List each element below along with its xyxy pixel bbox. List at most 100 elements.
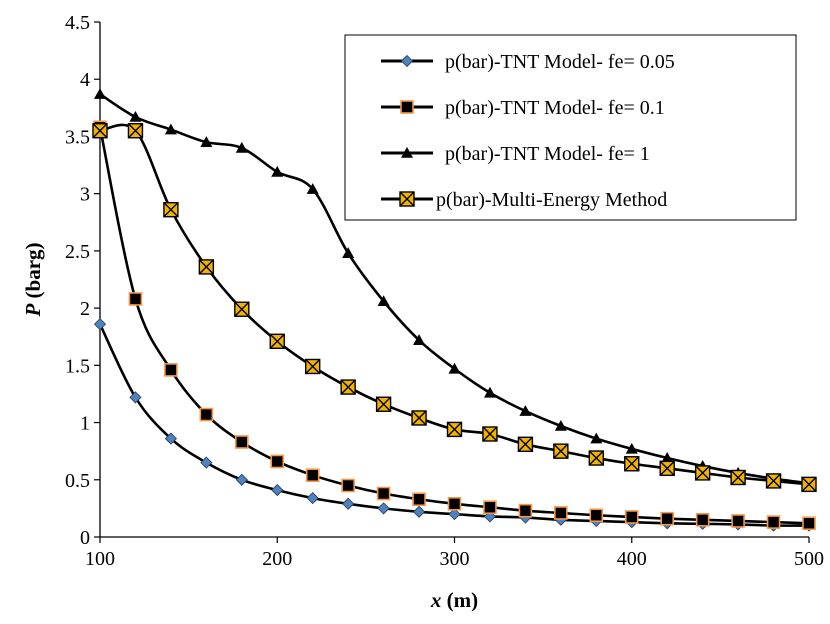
x-square-marker-cross xyxy=(659,460,675,476)
series-4 xyxy=(92,123,817,493)
y-axis-variable: P xyxy=(21,304,45,318)
x-tick-label: 200 xyxy=(262,548,292,570)
x-square-marker-cross xyxy=(482,426,498,442)
diamond-marker xyxy=(235,473,248,486)
x-axis-unit: (m) xyxy=(441,588,478,612)
legend-label: p(bar)-TNT Model- fe= 0.05 xyxy=(445,51,675,73)
x-square-marker-cross xyxy=(624,456,640,472)
diamond-marker xyxy=(306,492,319,505)
series-line xyxy=(98,127,810,525)
triangle-marker xyxy=(661,452,674,463)
triangle-marker xyxy=(377,295,390,307)
square-marker xyxy=(199,407,214,422)
legend-box xyxy=(344,34,797,221)
square-marker xyxy=(164,363,178,377)
series-group xyxy=(92,88,817,532)
diamond-marker xyxy=(164,432,177,445)
triangle-marker xyxy=(94,88,106,99)
y-tick-label: 1 xyxy=(80,413,90,435)
x-square-marker-cross xyxy=(695,465,711,481)
legend-item: p(bar)-Multi-Energy Method xyxy=(381,189,667,211)
y-tick-label: 4 xyxy=(80,69,90,91)
diamond-marker xyxy=(342,497,355,510)
square-marker xyxy=(518,503,533,518)
x-square-marker-cross xyxy=(198,259,214,275)
triangle-marker xyxy=(448,362,461,374)
y-tick-label: 4.5 xyxy=(65,12,90,34)
triangle-marker xyxy=(519,405,532,416)
square-marker xyxy=(128,292,143,306)
triangle-marker xyxy=(271,165,284,177)
y-tick-label: 1.5 xyxy=(65,355,90,377)
x-square-marker-cross xyxy=(340,379,356,395)
diamond-marker xyxy=(200,456,213,469)
legend-label: p(bar)-Multi-Energy Method xyxy=(436,189,667,211)
square-marker xyxy=(483,500,497,515)
x-tick-label: 300 xyxy=(440,548,470,570)
x-square-marker-cross xyxy=(234,301,250,317)
diamond-marker xyxy=(377,502,390,515)
square-marker xyxy=(695,513,710,527)
legend-item: p(bar)-TNT Model- fe= 0.1 xyxy=(381,97,665,119)
triangle-marker xyxy=(129,110,142,122)
legend-label: p(bar)-TNT Model- fe= 0.1 xyxy=(445,97,665,119)
legend: p(bar)-TNT Model- fe= 0.05 p(bar)-TNT Mod… xyxy=(344,34,797,221)
diamond-marker xyxy=(129,391,142,404)
x-axis-title: x (m) xyxy=(430,588,478,612)
triangle-marker xyxy=(164,123,177,135)
x-square-marker-cross xyxy=(127,123,143,139)
y-tick-label: 0.5 xyxy=(65,470,90,492)
y-axis-title: P (barg) xyxy=(21,242,45,317)
x-square-marker-cross xyxy=(447,421,462,437)
square-marker xyxy=(731,514,745,528)
square-marker xyxy=(341,478,355,493)
series-1 xyxy=(93,318,816,532)
x-tick-label: 400 xyxy=(617,548,647,570)
triangle-marker xyxy=(554,419,567,431)
x-square-marker-cross xyxy=(553,443,569,459)
legend-label: p(bar)-TNT Model- fe= 1 xyxy=(445,143,650,165)
square-marker xyxy=(802,516,816,531)
square-marker xyxy=(554,506,568,520)
ticks: 0 0.5 1 1.5 2 2.5 3 3.5 4 4.5 100 200 300 400 500 xyxy=(65,12,824,570)
square-marker xyxy=(766,515,781,529)
x-tick-label: 100 xyxy=(85,548,115,570)
square-marker xyxy=(660,511,675,526)
square-marker xyxy=(447,497,462,511)
triangle-marker xyxy=(200,136,213,147)
x-square-marker-cross xyxy=(766,473,782,489)
x-tick-label: 500 xyxy=(794,548,824,570)
x-square-marker-cross xyxy=(92,123,108,139)
y-tick-label: 2 xyxy=(80,298,90,320)
x-square-marker-cross xyxy=(411,410,427,426)
y-tick-label: 2.5 xyxy=(65,241,90,263)
x-square-marker-cross xyxy=(376,396,392,412)
square-marker xyxy=(235,435,249,449)
square-marker xyxy=(400,100,414,114)
legend-item: p(bar)-TNT Model- fe= 0.05 xyxy=(381,51,675,73)
y-tick-label: 3 xyxy=(80,184,90,206)
y-axis-unit: (barg) xyxy=(21,242,45,303)
square-marker xyxy=(412,492,426,507)
triangle-marker xyxy=(306,183,319,194)
diamond-marker xyxy=(271,484,284,497)
square-marker xyxy=(624,510,639,524)
diamond-marker xyxy=(448,508,461,521)
triangle-marker xyxy=(413,334,426,345)
y-tick-label: 3.5 xyxy=(65,126,90,148)
square-marker xyxy=(589,508,604,523)
series-2 xyxy=(93,120,816,531)
x-axis-variable: x xyxy=(430,588,442,612)
x-square-marker-cross xyxy=(588,450,604,466)
y-tick-label: 0 xyxy=(80,527,90,549)
x-square-marker-cross xyxy=(517,436,533,452)
triangle-marker xyxy=(483,386,496,398)
diamond-marker xyxy=(400,54,414,68)
diamond-marker xyxy=(412,505,426,518)
x-square-marker-cross xyxy=(163,202,179,218)
triangle-marker xyxy=(401,147,413,158)
triangle-marker xyxy=(625,442,638,454)
square-marker xyxy=(305,468,320,483)
triangle-marker xyxy=(590,432,603,444)
